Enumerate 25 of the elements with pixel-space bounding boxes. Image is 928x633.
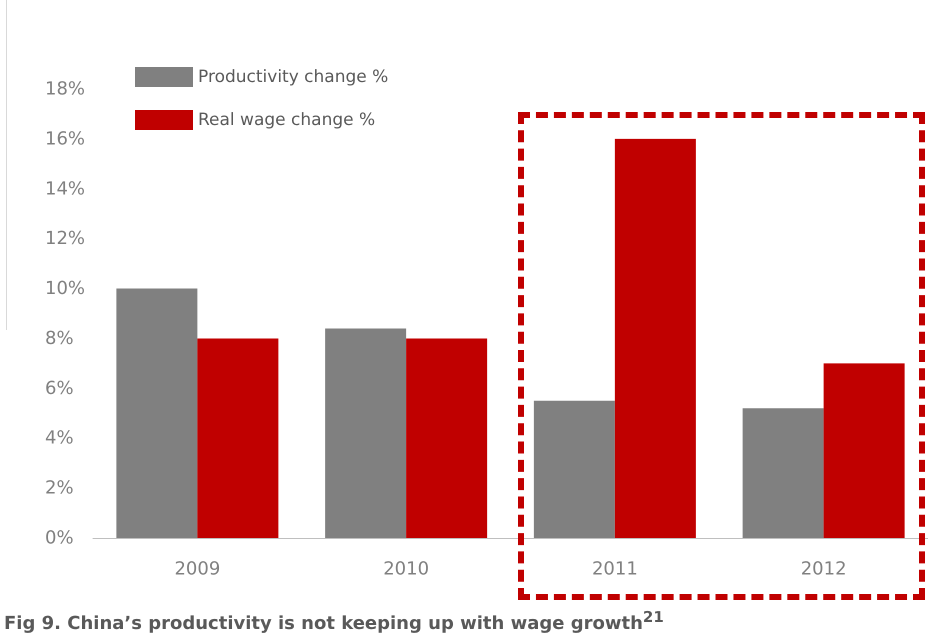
text: Fig 9. China’s productivity is not keeping up with wage growth$^{21}$ bbox=[4, 608, 664, 633]
y-tick-label: 8% bbox=[45, 328, 74, 349]
y-tick-label: 0% bbox=[45, 528, 74, 548]
bar bbox=[614, 138, 696, 538]
y-tick-label: 6% bbox=[45, 378, 74, 399]
bar bbox=[534, 400, 615, 538]
y-tick-label: 18% bbox=[45, 78, 86, 100]
x-tick-label: 2011 bbox=[592, 558, 638, 580]
x-tick-label: 2012 bbox=[800, 558, 847, 580]
legend-label: Real wage change % bbox=[198, 110, 376, 130]
y-tick-label: 2% bbox=[45, 478, 74, 499]
bar bbox=[116, 288, 198, 538]
y-tick-label: 14% bbox=[45, 178, 86, 200]
y-tick-label: 12% bbox=[45, 228, 86, 250]
x-tick-label: 2009 bbox=[174, 558, 220, 580]
bar bbox=[824, 363, 905, 538]
x-tick-label: 2010 bbox=[383, 558, 430, 580]
bar bbox=[406, 338, 488, 538]
bar bbox=[742, 408, 824, 538]
legend-label: Productivity change % bbox=[198, 67, 388, 87]
y-tick-label: 10% bbox=[45, 278, 86, 300]
bar bbox=[197, 338, 278, 538]
bar bbox=[325, 328, 406, 538]
y-tick-label: 16% bbox=[45, 128, 86, 150]
y-tick-label: 4% bbox=[45, 428, 74, 449]
